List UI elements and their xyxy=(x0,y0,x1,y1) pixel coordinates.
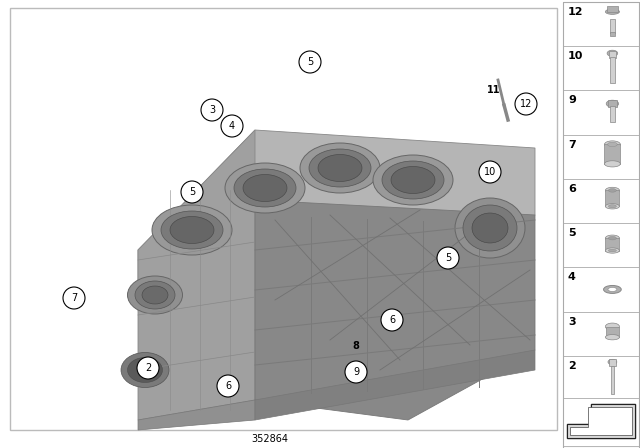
Text: 4: 4 xyxy=(568,272,576,282)
Ellipse shape xyxy=(605,9,620,14)
Ellipse shape xyxy=(127,358,163,383)
Circle shape xyxy=(299,51,321,73)
Ellipse shape xyxy=(605,235,620,241)
Circle shape xyxy=(515,93,537,115)
Ellipse shape xyxy=(170,216,214,244)
Ellipse shape xyxy=(604,141,620,148)
Bar xyxy=(611,366,614,394)
Ellipse shape xyxy=(152,205,232,255)
Ellipse shape xyxy=(225,163,305,213)
Text: 352864: 352864 xyxy=(252,434,289,444)
Polygon shape xyxy=(567,404,635,438)
Circle shape xyxy=(137,357,159,379)
Ellipse shape xyxy=(604,285,621,293)
Text: 6: 6 xyxy=(389,315,395,325)
Text: 10: 10 xyxy=(568,51,584,61)
Ellipse shape xyxy=(121,353,169,388)
Ellipse shape xyxy=(161,211,223,249)
Polygon shape xyxy=(138,130,535,330)
Text: 2: 2 xyxy=(568,361,576,371)
Text: 10: 10 xyxy=(484,167,496,177)
Circle shape xyxy=(217,375,239,397)
Ellipse shape xyxy=(463,205,517,251)
Circle shape xyxy=(479,161,501,183)
Text: 6: 6 xyxy=(568,184,576,194)
Bar xyxy=(609,359,616,366)
Ellipse shape xyxy=(609,189,616,192)
Text: 6: 6 xyxy=(225,381,231,391)
Text: 12: 12 xyxy=(520,99,532,109)
Ellipse shape xyxy=(605,335,620,340)
Ellipse shape xyxy=(604,161,620,167)
Ellipse shape xyxy=(609,237,616,240)
Bar xyxy=(610,32,614,36)
Polygon shape xyxy=(138,400,255,430)
Text: 5: 5 xyxy=(307,57,313,67)
Text: 2: 2 xyxy=(145,363,151,373)
Ellipse shape xyxy=(391,167,435,194)
Text: 8: 8 xyxy=(353,341,360,351)
Text: 7: 7 xyxy=(71,293,77,303)
Ellipse shape xyxy=(605,187,620,194)
Polygon shape xyxy=(10,8,557,430)
Circle shape xyxy=(437,247,459,269)
Text: 3: 3 xyxy=(568,317,575,327)
Circle shape xyxy=(63,287,85,309)
Polygon shape xyxy=(138,130,255,420)
Text: 7: 7 xyxy=(568,140,576,150)
Ellipse shape xyxy=(606,100,619,107)
Ellipse shape xyxy=(243,175,287,202)
Ellipse shape xyxy=(605,323,620,330)
Polygon shape xyxy=(255,200,535,420)
Polygon shape xyxy=(567,404,635,438)
Bar xyxy=(609,51,616,58)
Ellipse shape xyxy=(300,143,380,193)
Circle shape xyxy=(345,361,367,383)
Ellipse shape xyxy=(455,198,525,258)
Circle shape xyxy=(201,99,223,121)
Ellipse shape xyxy=(472,213,508,243)
Text: 12: 12 xyxy=(568,7,584,17)
Ellipse shape xyxy=(605,248,620,253)
Text: 4: 4 xyxy=(229,121,235,131)
Ellipse shape xyxy=(142,286,168,304)
Ellipse shape xyxy=(382,161,444,199)
Text: 9: 9 xyxy=(353,367,359,377)
Ellipse shape xyxy=(135,281,175,309)
Bar xyxy=(608,100,617,107)
Text: 5: 5 xyxy=(189,187,195,197)
Ellipse shape xyxy=(373,155,453,205)
Circle shape xyxy=(381,309,403,331)
Ellipse shape xyxy=(607,50,618,56)
Ellipse shape xyxy=(608,288,617,292)
Bar xyxy=(605,238,620,250)
Bar xyxy=(610,19,615,33)
Ellipse shape xyxy=(608,359,617,365)
Circle shape xyxy=(181,181,203,203)
Ellipse shape xyxy=(127,276,182,314)
Bar xyxy=(607,6,618,12)
Text: 3: 3 xyxy=(209,105,215,115)
Ellipse shape xyxy=(318,155,362,181)
Bar xyxy=(605,190,620,207)
Ellipse shape xyxy=(605,204,620,209)
Text: 11: 11 xyxy=(487,85,500,95)
Bar xyxy=(610,106,615,122)
Bar xyxy=(606,327,619,337)
Polygon shape xyxy=(563,2,639,448)
Ellipse shape xyxy=(609,205,616,208)
Bar xyxy=(604,144,620,164)
Bar xyxy=(610,57,614,83)
Polygon shape xyxy=(570,407,632,435)
Text: 5: 5 xyxy=(445,253,451,263)
Ellipse shape xyxy=(234,169,296,207)
Text: 5: 5 xyxy=(568,228,575,238)
Text: 9: 9 xyxy=(568,95,576,105)
Polygon shape xyxy=(255,350,535,420)
Ellipse shape xyxy=(607,142,617,146)
Circle shape xyxy=(221,115,243,137)
Ellipse shape xyxy=(609,249,616,252)
Ellipse shape xyxy=(309,149,371,187)
